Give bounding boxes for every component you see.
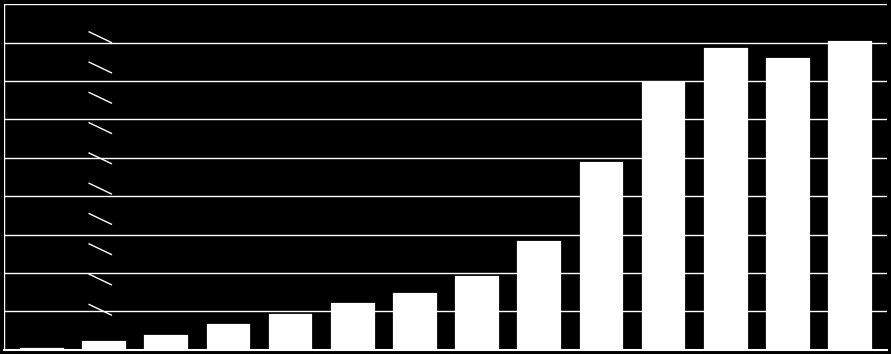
Bar (764, 56, 811, 350)
Bar (266, 312, 314, 350)
Bar (515, 239, 562, 350)
Bar (80, 339, 127, 350)
Bar (577, 160, 625, 350)
Bar (702, 46, 748, 350)
Bar (640, 80, 686, 350)
Bar (205, 322, 251, 350)
Bar (18, 346, 65, 350)
Bar (826, 39, 873, 350)
Bar (391, 291, 437, 350)
Bar (143, 332, 189, 350)
Bar (329, 302, 376, 350)
Bar (454, 274, 500, 350)
